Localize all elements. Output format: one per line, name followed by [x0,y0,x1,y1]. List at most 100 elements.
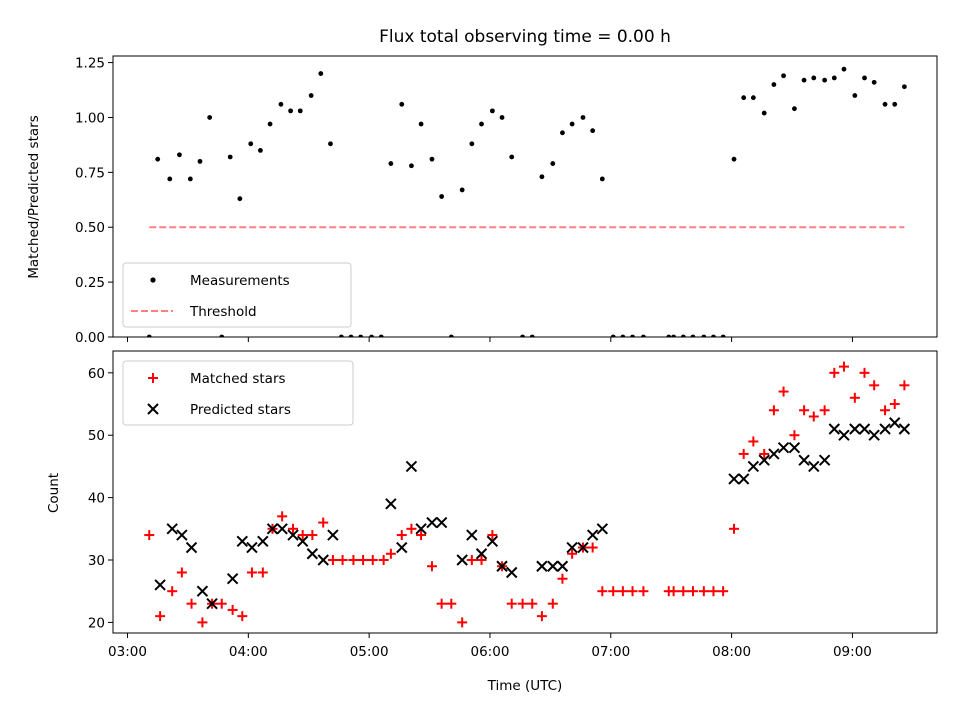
predicted-stars-point [818,454,831,466]
predicted-stars-point [176,529,188,541]
matched-stars-point [227,604,238,615]
matched-stars-point [396,530,407,541]
measurements-point [278,101,284,107]
x-b [898,423,911,435]
measurements-point [469,141,475,147]
x-b [788,441,801,454]
measurements-point [720,334,726,337]
measurements-point [801,77,807,83]
measurements-point [288,108,294,114]
matched-stars-point [899,380,910,391]
predicted-stars-point [385,498,397,510]
x-tick-label: 05:00 [350,644,389,660]
predicted-stars-point [879,423,891,435]
top-y-axis-title: Matched/Predicted stars [26,115,42,278]
matched-stars-point [869,380,880,391]
predicted-stars-point [496,560,508,572]
measurements-point [146,334,152,337]
measurements-point [227,154,233,160]
matched-stars-point [318,517,329,528]
matched-stars-point [557,573,568,584]
matched-stars-point [687,586,698,597]
legend-box [122,262,352,328]
measurements-point [871,79,877,85]
measurements-point [499,115,505,120]
predicted-stars-point [838,429,850,441]
x-b [879,423,891,435]
matched-stars-point [759,448,770,459]
legend-marker [150,277,156,283]
matched-stars-point [416,530,427,541]
matched-stars-point [889,399,900,410]
x-b [808,460,820,473]
matched-stars-point [880,405,891,416]
measurements-point [580,115,586,120]
matched-stars-point [216,598,227,609]
x-b [246,541,258,554]
measurements-point [388,161,394,166]
matched-stars-point [176,567,187,578]
x-b [547,560,559,572]
measurements-point [448,334,454,337]
matched-stars-point [406,523,417,534]
matched-stars-point [436,598,447,609]
x-b [506,566,518,579]
predicted-stars-point [586,529,599,541]
matched-stars-point [808,411,819,422]
x-b [435,516,448,529]
matched-stars-point [506,598,517,609]
x-b [317,554,329,566]
y-tick-label: 0.00 [75,330,105,346]
measurements-point [731,156,737,162]
x-b [475,548,488,560]
legend-marker [147,403,159,415]
x-b [415,523,427,535]
matched-stars-point [567,548,578,559]
x-b [405,460,418,473]
x-b [747,460,760,473]
legend-label: Matched stars [190,371,286,387]
measurements-point [599,176,605,182]
matched-stars-point [849,392,860,403]
x-b [385,498,397,510]
x-b [154,579,166,591]
matched-stars-point [197,617,208,628]
matched-stars-point [859,367,870,378]
top-panel: 0.00 0.25 0.50 0.75 1.00 1.25 Measurements Thre… [75,55,938,346]
measurements-point [852,93,858,98]
x-tick-label: 04:00 [229,644,268,660]
predicted-stars-point [828,423,841,435]
matched-stars-point [337,555,348,566]
matched-stars-point [789,430,800,441]
x-tick-label: 09:00 [833,644,872,660]
x-b [849,423,861,435]
measurements-point [308,93,314,98]
predicted-stars-point [777,441,790,454]
matched-stars-point [466,555,477,566]
matched-stars-point [627,586,638,597]
legend-label: Threshold [189,304,257,320]
measurements-point [620,334,626,337]
predicted-stars-point [456,554,468,566]
x-b [426,516,438,529]
x-b [768,448,780,460]
predicted-stars-point [596,523,609,535]
measurements-point [811,75,817,81]
x-b [327,529,339,541]
predicted-stars-point [166,523,178,535]
x-b [287,529,299,541]
predicted-stars-point [768,448,780,460]
measurements-point [761,110,767,116]
measurements-point [680,334,686,337]
predicted-stars-point [196,585,209,597]
measurements-point [711,334,716,337]
x-b [556,560,569,572]
measurements-point [155,156,161,162]
measurements-point [666,334,672,337]
plot-data [144,361,911,628]
predicted-stars-point [737,473,750,485]
predicted-stars-point [405,460,418,473]
matched-stars-point [237,611,248,622]
